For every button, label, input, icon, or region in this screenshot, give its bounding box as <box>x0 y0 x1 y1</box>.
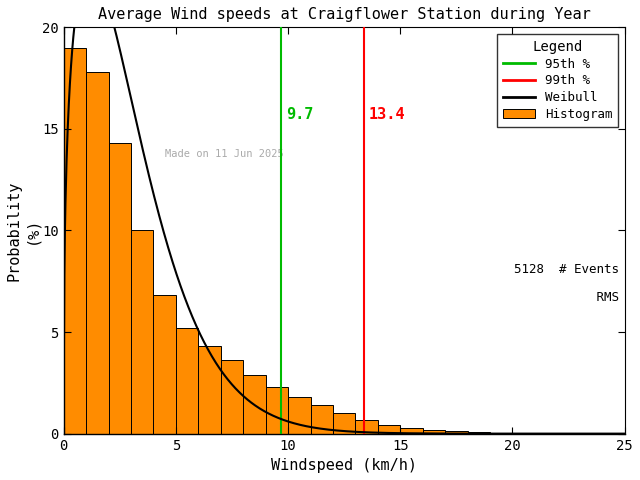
Bar <box>423 430 445 433</box>
95th % <box>278 431 285 436</box>
Legend: 95th %, 99th %, Weibull, Histogram: 95th %, 99th %, Weibull, Histogram <box>497 34 618 127</box>
99th % <box>360 431 368 436</box>
Bar <box>221 360 243 433</box>
Text: 9.7: 9.7 <box>286 107 313 122</box>
Weibull <box>445 431 453 436</box>
Bar <box>198 346 221 433</box>
Bar <box>400 428 423 433</box>
Bar <box>288 397 310 433</box>
Weibull <box>308 424 316 430</box>
95th % <box>278 410 285 416</box>
Bar <box>86 72 109 433</box>
Bar <box>445 431 468 433</box>
Text: 13.4: 13.4 <box>369 107 405 122</box>
Bar <box>243 375 266 433</box>
Text: Made on 11 Jun 2025: Made on 11 Jun 2025 <box>164 149 284 159</box>
Bar <box>176 328 198 433</box>
X-axis label: Windspeed (km/h): Windspeed (km/h) <box>271 458 417 473</box>
Weibull <box>287 420 295 425</box>
Text: 5128  # Events: 5128 # Events <box>514 263 619 276</box>
Line: Weibull: Weibull <box>64 0 625 433</box>
Bar <box>131 230 154 433</box>
Title: Average Wind speeds at Craigflower Station during Year: Average Wind speeds at Craigflower Stati… <box>98 7 591 22</box>
Weibull <box>621 431 628 436</box>
Bar <box>355 420 378 433</box>
Weibull <box>508 431 516 436</box>
Weibull <box>498 431 506 436</box>
Bar <box>109 143 131 433</box>
Weibull <box>118 54 125 60</box>
Bar <box>266 387 288 433</box>
99th % <box>360 410 368 416</box>
Bar <box>468 432 490 433</box>
Bar <box>378 425 400 433</box>
Y-axis label: Probability
(%): Probability (%) <box>7 180 39 281</box>
Text: RMS: RMS <box>529 291 619 304</box>
Weibull <box>60 380 68 385</box>
Bar <box>310 405 333 433</box>
Bar <box>64 48 86 433</box>
Bar <box>333 413 355 433</box>
Bar <box>490 432 513 433</box>
Bar <box>154 296 176 433</box>
